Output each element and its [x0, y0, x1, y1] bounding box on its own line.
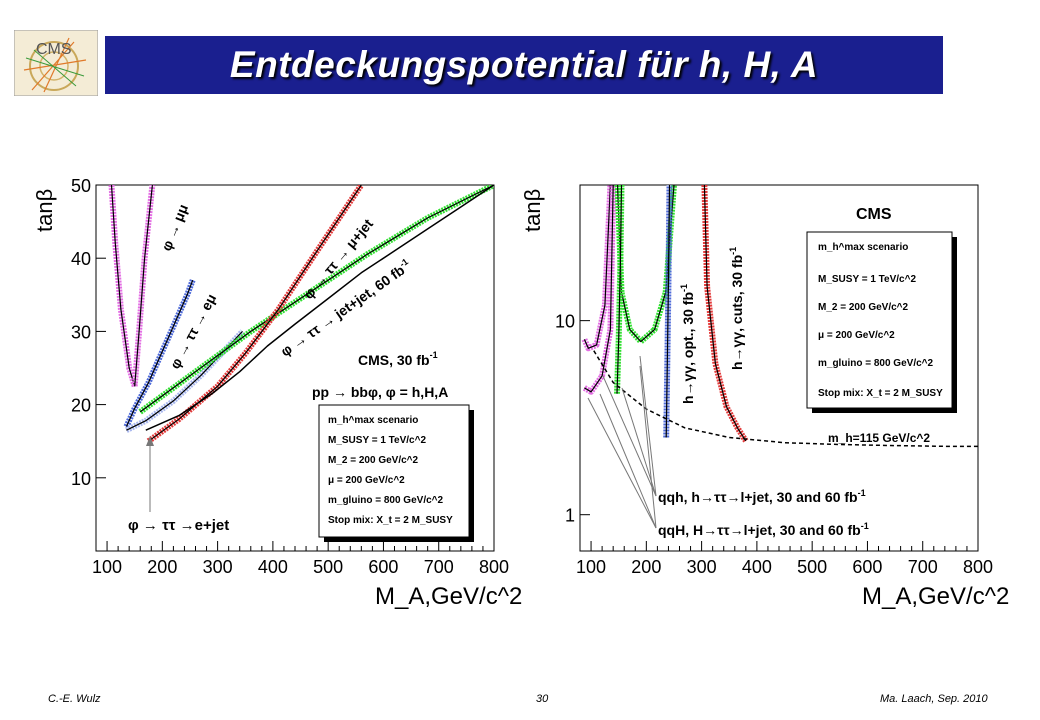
series-edge-5 [703, 185, 747, 442]
right-legend-line-4: μ = 200 GeV/c^2 [818, 330, 895, 341]
series-edge-3 [126, 330, 243, 431]
right-pointer-lines [587, 355, 657, 529]
right-chart: 100 200 300 400 500 600 700 800 1 10 tanβ M_A,Ge… [520, 184, 1009, 610]
pointer-qqH-1 [599, 393, 657, 529]
left-process-label: pp → bbφ, φ = h,H,A [312, 384, 448, 400]
series-edge-4 [665, 185, 671, 438]
y-tick-label: 40 [71, 249, 91, 269]
left-legend-box: m_h^max scenario M_SUSY = 1 TeV/c^2 M_2 … [318, 404, 474, 542]
y-tick-label: 10 [71, 469, 91, 489]
right-cms-label: CMS [856, 206, 892, 223]
left-cms-label: CMS, 30 fb-1 [358, 350, 438, 368]
right-legend-line-5: m_gluino = 800 GeV/c^2 [818, 358, 933, 369]
x-tick-label: 400 [258, 557, 288, 577]
x-tick-label: 300 [203, 557, 233, 577]
right-legend-line-6: Stop mix: X_t = 2 M_SUSY [818, 388, 943, 399]
footer-event: Ma. Laach, Sep. 2010 [880, 693, 988, 705]
x-tick-label: 700 [424, 557, 454, 577]
footer-author: C.-E. Wulz [48, 693, 101, 705]
right-legend-line-3: M_2 = 200 GeV/c^2 [818, 302, 909, 313]
x-tick-label: 800 [479, 557, 509, 577]
series-line-6 [593, 350, 978, 448]
left-legend-line-4: μ = 200 GeV/c^2 [328, 475, 405, 486]
y-tick-label: 30 [71, 322, 91, 342]
cms-logo-graphic: CMS [13, 29, 99, 97]
y-tick-label: 50 [71, 176, 91, 196]
left-legend-line-5: m_gluino = 800 GeV/c^2 [328, 495, 443, 506]
right-legend-box: m_h^max scenario M_SUSY = 1 TeV/c^2 M_2 … [806, 231, 957, 413]
series-line-6 [145, 185, 494, 431]
left-legend-panel [318, 404, 470, 538]
series-edge-4 [139, 185, 494, 413]
label-qqH: qqH, H→ττ→l+jet, 30 and 60 fb-1 [658, 521, 869, 538]
right-y-axis-label: tanβ [520, 189, 545, 232]
x-tick-label: 200 [147, 557, 177, 577]
x-tick-label: 100 [576, 557, 606, 577]
x-tick-label: 500 [797, 557, 827, 577]
label-ejet: φ → ττ →e+jet [128, 517, 229, 534]
left-legend-line-2: M_SUSY = 1 TeV/c^2 [328, 435, 426, 446]
x-tick-label: 400 [742, 557, 772, 577]
x-tick-label: 300 [687, 557, 717, 577]
pointer-qqh-2 [602, 375, 657, 497]
series-edge-1 [134, 185, 153, 387]
ejet-arrow-head [146, 436, 154, 446]
pointer-qqh-1 [639, 355, 657, 497]
left-legend-line-6: Stop mix: X_t = 2 M_SUSY [328, 515, 453, 526]
left-legend-line-1: m_h^max scenario [328, 415, 418, 426]
label-hgg-cuts: h→γγ, cuts, 30 fb-1 [728, 247, 745, 370]
right-legend-panel [806, 231, 953, 409]
cms-logo-text: CMS [36, 41, 72, 58]
y-tick-label: 20 [71, 396, 91, 416]
left-x-tick-labels: 100 200 300 400 500 600 700 800 [92, 557, 509, 577]
pointer-qqH-3 [639, 365, 657, 529]
right-axis-ticks [580, 320, 979, 551]
right-y-tick-labels: 1 10 [555, 312, 575, 526]
left-chart: 100 200 300 400 500 600 700 800 10 20 30 40 50 tanβ… [32, 176, 522, 610]
cms-logo: CMS [13, 29, 99, 97]
footer-page-number: 30 [536, 693, 549, 705]
left-series-group [108, 185, 494, 444]
right-legend-line-1: m_h^max scenario [818, 242, 908, 253]
right-series-group [581, 185, 978, 448]
label-qqh: qqh, h→ττ→l+jet, 30 and 60 fb-1 [658, 488, 866, 505]
left-axis-ticks [96, 184, 495, 551]
series-edge-2 [125, 279, 194, 427]
pointer-qqh-3 [621, 387, 657, 497]
y-tick-label: 10 [555, 312, 575, 332]
right-x-tick-labels: 100 200 300 400 500 600 700 800 [576, 557, 993, 577]
right-x-axis-label: M_A,GeV/c^2 [862, 583, 1009, 610]
series-edge-3 [616, 185, 623, 394]
series-edge-0 [110, 185, 136, 387]
x-tick-label: 700 [908, 557, 938, 577]
left-y-axis-label: tanβ [32, 189, 57, 232]
left-y-tick-labels: 10 20 30 40 50 [71, 176, 91, 489]
series-edge-1 [584, 185, 614, 393]
label-mh-115: m_h=115 GeV/c^2 [828, 431, 930, 445]
series-edge-5 [148, 185, 362, 442]
x-tick-label: 800 [963, 557, 993, 577]
x-tick-label: 600 [368, 557, 398, 577]
series-edge-0 [583, 185, 611, 349]
slide-title: Entdeckungspotential für h, H, A [229, 44, 819, 85]
label-hgg-opt: h→γγ, opt., 30 fb-1 [679, 284, 696, 404]
x-tick-label: 600 [852, 557, 882, 577]
x-tick-label: 500 [313, 557, 343, 577]
left-legend-line-3: M_2 = 200 GeV/c^2 [328, 455, 419, 466]
title-bar: Entdeckungspotential für h, H, A [105, 36, 943, 94]
left-x-axis-label: M_A,GeV/c^2 [375, 583, 522, 610]
pointer-qqH-2 [587, 397, 657, 529]
right-legend-line-2: M_SUSY = 1 TeV/c^2 [818, 274, 916, 285]
y-tick-label: 1 [565, 506, 575, 526]
x-tick-label: 200 [631, 557, 661, 577]
x-tick-label: 100 [92, 557, 122, 577]
